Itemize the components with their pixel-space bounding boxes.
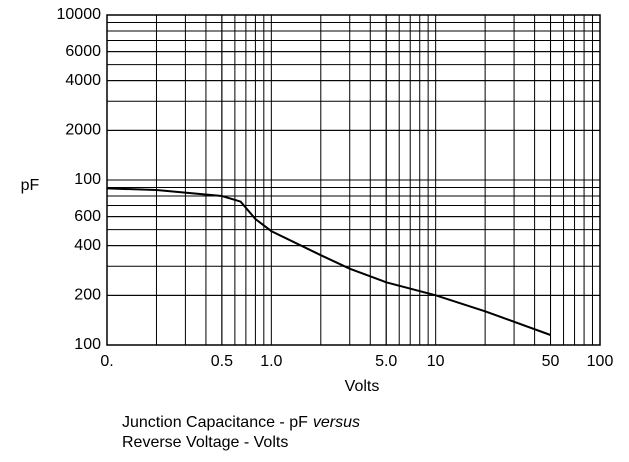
x-tick-label: 1.0 (260, 353, 282, 370)
caption-emphasis: versus (313, 414, 360, 431)
y-tick-label: 400 (74, 237, 101, 254)
y-tick-label: 4000 (65, 72, 101, 89)
y-tick-label: 100 (74, 171, 101, 188)
caption-line: Junction Capacitance - pF versus (122, 414, 360, 431)
x-tick-label: 100 (587, 353, 614, 370)
data-line (106, 187, 551, 336)
x-tick-label: 50 (542, 353, 560, 370)
x-tick-label: 0.5 (211, 353, 233, 370)
x-tick-label: 10 (427, 353, 445, 370)
y-tick-label: 6000 (65, 43, 101, 60)
plot-frame (106, 14, 601, 346)
caption-line: Reverse Voltage - Volts (122, 434, 288, 451)
y-tick-label: 10000 (57, 6, 102, 23)
x-axis-label: Volts (345, 378, 380, 395)
y-tick-label: 100 (74, 336, 101, 353)
y-tick-label: 600 (74, 208, 101, 225)
caption-text: Junction Capacitance - pF (122, 414, 308, 431)
y-tick-label: 2000 (65, 122, 101, 139)
y-tick-label: 200 (74, 287, 101, 304)
y-axis-label: pF (21, 177, 40, 194)
x-tick-label: 5.0 (375, 353, 397, 370)
x-tick-label: 0. (100, 353, 113, 370)
